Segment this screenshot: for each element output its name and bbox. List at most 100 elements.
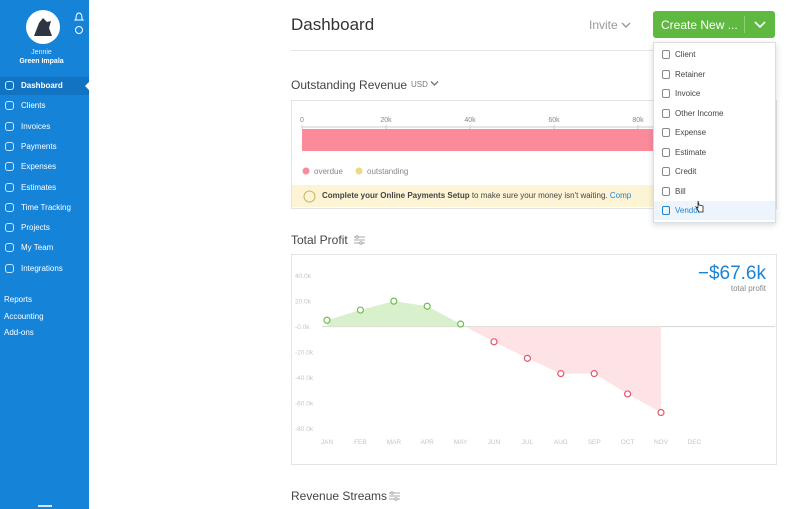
menu-label[interactable]: Vendor bbox=[675, 206, 701, 215]
nav-item[interactable]: Invoices bbox=[0, 118, 89, 136]
y-tick-label: 40.0k bbox=[295, 273, 312, 280]
notice-icon bbox=[303, 190, 316, 203]
nav-label[interactable]: Expenses bbox=[21, 162, 57, 172]
chevron bbox=[621, 22, 631, 28]
nav-icon bbox=[5, 182, 14, 192]
nav-icon bbox=[5, 263, 14, 273]
nav-item[interactable]: Time Tracking bbox=[0, 199, 89, 217]
legend-label: overdue bbox=[314, 167, 343, 176]
company-name: Green Impala bbox=[19, 58, 64, 65]
menu-item[interactable]: Estimate bbox=[654, 143, 775, 162]
create-new-button[interactable]: Create New ... bbox=[653, 11, 775, 38]
menu-icon bbox=[662, 89, 670, 98]
nav-item[interactable]: Integrations bbox=[0, 260, 89, 278]
nav-icon bbox=[5, 81, 14, 90]
y-tick-label: -60.0k bbox=[295, 400, 314, 407]
section-title: Total Profit bbox=[291, 233, 348, 247]
nav-item[interactable]: Reports bbox=[4, 295, 33, 304]
nav-item[interactable]: Estimates bbox=[0, 179, 89, 197]
menu-item[interactable]: Retainer bbox=[654, 65, 775, 84]
nav-label[interactable]: Estimates bbox=[21, 182, 57, 192]
nav-item[interactable]: Dashboard bbox=[0, 77, 89, 95]
nav-item[interactable]: Projects bbox=[0, 219, 89, 237]
nav-label[interactable]: Dashboard bbox=[21, 81, 63, 90]
active-marker bbox=[85, 82, 89, 90]
menu-item[interactable]: Other Income bbox=[654, 104, 775, 123]
sidebar: Jennie Green Impala Dashboard Clients Invo… bbox=[0, 0, 89, 509]
currency-select[interactable]: USD bbox=[411, 80, 439, 89]
nav-icon bbox=[5, 121, 14, 131]
total-profit-value: −$67.6k bbox=[697, 263, 766, 284]
menu-item[interactable]: Vendor bbox=[654, 201, 775, 220]
nav-label[interactable]: My Team bbox=[21, 243, 54, 253]
nav-item[interactable]: My Team bbox=[0, 239, 89, 257]
menu-icon bbox=[662, 50, 670, 59]
x-tick-label: 0 bbox=[300, 117, 304, 124]
nav-label[interactable]: Clients bbox=[21, 101, 46, 111]
profit-panel: 40.0k 20.0k -0.0k -20.0k -40.0k -60.0k -80.0k J… bbox=[291, 254, 777, 465]
menu-item[interactable]: Expense bbox=[654, 123, 775, 142]
menu-icon bbox=[662, 147, 670, 157]
settings-icon[interactable] bbox=[389, 491, 400, 501]
collapse-handle[interactable] bbox=[38, 505, 52, 507]
menu-item[interactable]: Credit bbox=[654, 162, 775, 181]
menu-icon bbox=[662, 69, 670, 79]
nav-icon bbox=[5, 101, 14, 111]
menu-label[interactable]: Retainer bbox=[675, 69, 706, 79]
profit-chart: 40.0k 20.0k -0.0k -20.0k -40.0k -60.0k -80.0k J… bbox=[295, 273, 775, 446]
nav-label[interactable]: Invoices bbox=[21, 121, 51, 131]
menu-item[interactable]: Invoice bbox=[654, 84, 775, 103]
notice-link[interactable]: Comp bbox=[609, 191, 632, 200]
nav-item[interactable]: Clients bbox=[0, 97, 89, 115]
x-tick-label: 40k bbox=[464, 117, 476, 124]
nav-label[interactable]: Integrations bbox=[21, 263, 63, 273]
x-tick-label: 60k bbox=[548, 117, 560, 124]
invite-button[interactable]: Invite bbox=[589, 18, 631, 32]
x-tick-label: JUN bbox=[488, 439, 501, 446]
invite-label[interactable]: Invite bbox=[589, 18, 618, 32]
data-point bbox=[356, 306, 365, 314]
legend-swatch bbox=[302, 167, 310, 175]
menu-label[interactable]: Expense bbox=[675, 128, 707, 137]
nav-icon bbox=[5, 223, 14, 233]
nav-label[interactable]: Projects bbox=[21, 223, 50, 233]
nav-item[interactable]: Accounting bbox=[4, 311, 44, 321]
menu-icon bbox=[662, 108, 670, 118]
legend-swatch bbox=[355, 167, 363, 175]
x-tick-label: MAR bbox=[387, 439, 402, 446]
menu-item[interactable]: Client bbox=[654, 45, 775, 64]
nav-label[interactable]: Payments bbox=[21, 141, 57, 151]
menu-label[interactable]: Estimate bbox=[675, 147, 707, 157]
y-tick-label: -40.0k bbox=[295, 375, 314, 382]
notification-icons[interactable] bbox=[73, 11, 85, 37]
x-tick-label: 80k bbox=[632, 117, 644, 124]
avatar bbox=[26, 10, 60, 44]
nav-item[interactable]: Add-ons bbox=[4, 328, 34, 337]
data-point bbox=[390, 297, 398, 305]
data-point bbox=[323, 316, 331, 324]
notice-bold: Complete your Online Payments Setup bbox=[322, 191, 470, 200]
menu-icon bbox=[662, 186, 670, 196]
chevron[interactable] bbox=[754, 20, 766, 29]
x-tick-label: OCT bbox=[621, 439, 635, 446]
menu-label[interactable]: Invoice bbox=[675, 89, 701, 98]
create-new-label[interactable]: Create New ... bbox=[661, 18, 738, 32]
x-tick-label: FEB bbox=[354, 439, 367, 446]
menu-label[interactable]: Other Income bbox=[675, 108, 724, 118]
nav-label[interactable]: Time Tracking bbox=[21, 202, 71, 212]
notice-text: to make sure your money isn't waiting. bbox=[471, 191, 608, 200]
menu-label[interactable]: Bill bbox=[675, 186, 686, 196]
data-point bbox=[457, 320, 465, 328]
nav-item[interactable]: Payments bbox=[0, 138, 89, 156]
settings-icon[interactable] bbox=[354, 235, 365, 245]
y-tick-label: -20.0k bbox=[295, 350, 314, 357]
currency-label[interactable]: USD bbox=[411, 80, 428, 89]
nav-icon bbox=[5, 243, 14, 253]
data-point bbox=[523, 354, 531, 362]
menu-label[interactable]: Credit bbox=[675, 167, 697, 176]
nav-item[interactable]: Expenses bbox=[0, 158, 89, 176]
menu-label[interactable]: Client bbox=[675, 50, 696, 59]
data-point bbox=[490, 338, 498, 346]
menu-item[interactable]: Bill bbox=[654, 182, 775, 201]
